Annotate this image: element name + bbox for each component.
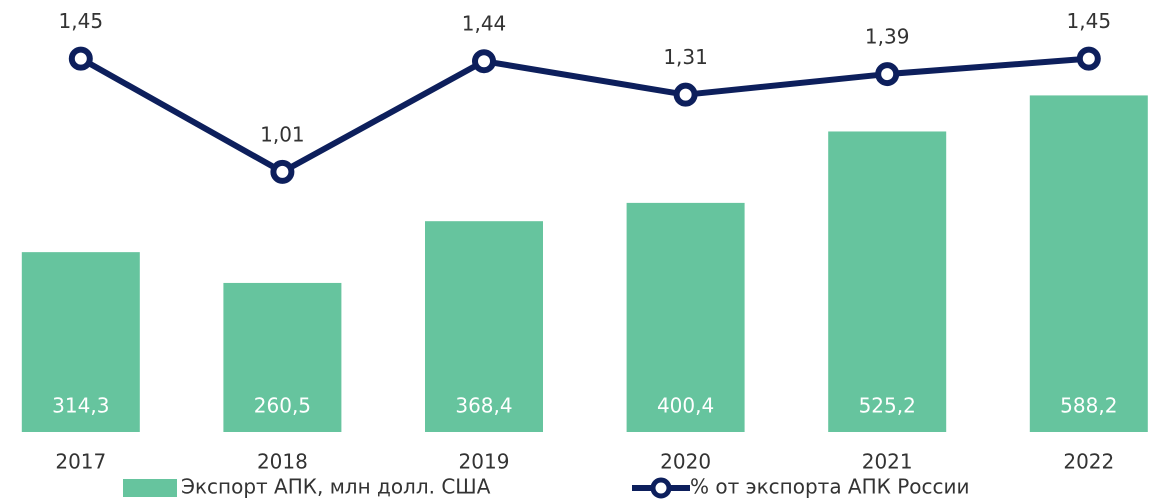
x-tick-label: 2021 — [862, 450, 913, 474]
bar-value-label: 400,4 — [657, 394, 714, 418]
bar — [425, 221, 543, 432]
bar-value-label: 368,4 — [455, 394, 512, 418]
line-marker — [472, 49, 496, 74]
line-value-label: 1,39 — [865, 25, 910, 49]
x-tick-label: 2022 — [1063, 450, 1114, 474]
line-marker — [875, 62, 900, 87]
line — [79, 55, 1090, 175]
bar — [626, 202, 745, 432]
line-value-label: 1,45 — [1067, 9, 1112, 33]
legend-label: Экспорт АПК, млн долл. США — [181, 475, 491, 499]
line-marker — [68, 46, 93, 71]
line-value-label: 1,44 — [462, 12, 507, 36]
x-tick-label: 2018 — [257, 450, 308, 474]
bar-value-label: 314,3 — [52, 394, 109, 418]
legend-swatch — [650, 477, 672, 499]
legend-swatch — [123, 479, 177, 497]
line-value-label: 1,31 — [663, 45, 708, 69]
bar — [828, 131, 947, 433]
bar — [21, 252, 140, 432]
bar-value-label: 260,5 — [254, 394, 311, 418]
legend-label: % от экспорта АПК России — [690, 475, 970, 499]
bar — [223, 282, 342, 432]
line-marker — [270, 159, 295, 184]
x-tick-label: 2019 — [459, 450, 510, 474]
x-tick-label: 2020 — [660, 450, 711, 474]
line-value-label: 1,01 — [260, 122, 305, 146]
bar — [1029, 95, 1148, 433]
line-marker — [1076, 46, 1101, 71]
bar-value-label: 525,2 — [859, 394, 916, 418]
line-value-label: 1,45 — [59, 9, 104, 33]
line-marker — [673, 82, 698, 107]
bar-value-label: 588,2 — [1060, 394, 1117, 418]
x-tick-label: 2017 — [55, 450, 106, 474]
